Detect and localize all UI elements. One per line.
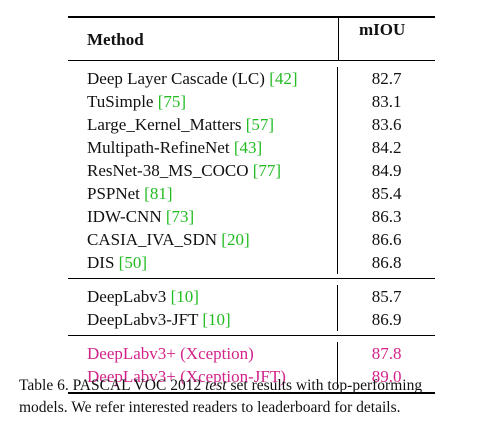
miou-cell: 85.7 <box>337 285 435 308</box>
method-cell: DIS [50] <box>68 251 337 274</box>
caption-emphasis: test <box>205 377 227 394</box>
table-row: ResNet-38_MS_COCO [77] 84.9 <box>68 159 435 182</box>
miou-cell: 86.3 <box>337 205 435 228</box>
method-column-header: Method <box>87 29 144 49</box>
citation-ref[interactable]: [81] <box>144 184 173 203</box>
miou-cell: 82.7 <box>337 67 435 90</box>
group-divider <box>68 278 435 279</box>
miou-cell: 85.4 <box>337 182 435 205</box>
group-divider <box>68 335 435 336</box>
method-name: DeepLabv3-JFT <box>87 310 203 329</box>
method-name: IDW-CNN <box>87 207 166 226</box>
method-name: ResNet-38_MS_COCO <box>87 161 253 180</box>
table-row: Multipath-RefineNet [43] 84.2 <box>68 136 435 159</box>
citation-ref[interactable]: [10] <box>170 287 199 306</box>
bottom-rule <box>68 392 435 394</box>
method-cell: DeepLabv3+ (Xception-JFT) <box>68 365 337 388</box>
method-name: Multipath-RefineNet <box>87 138 234 157</box>
table-body: Deep Layer Cascade (LC) [42] 82.7 TuSimple… <box>68 61 435 392</box>
method-cell: ResNet-38_MS_COCO [77] <box>68 159 337 182</box>
miou-column-header: mIOU <box>338 18 435 60</box>
method-cell: Multipath-RefineNet [43] <box>68 136 337 159</box>
citation-ref[interactable]: [73] <box>165 207 195 226</box>
table-group: DeepLabv3 [10] 85.7 DeepLabv3-JFT [10] 86.9 <box>68 279 435 335</box>
method-cell: Large_Kernel_Matters [57] <box>68 113 337 136</box>
miou-cell: 84.2 <box>337 136 435 159</box>
citation-ref[interactable]: [57] <box>245 115 275 134</box>
table-row: DIS [50] 86.8 <box>68 251 435 274</box>
citation-ref[interactable]: [75] <box>157 92 187 111</box>
table-group: Deep Layer Cascade (LC) [42] 82.7 TuSimple… <box>68 61 435 278</box>
miou-cell: 86.9 <box>337 308 435 331</box>
citation-ref[interactable]: [10] <box>202 310 231 329</box>
miou-cell: 89.0 <box>337 365 435 388</box>
miou-cell: 84.9 <box>337 159 435 182</box>
table-group: DeepLabv3+ (Xception) 87.8 DeepLabv3+ (Xce… <box>68 336 435 392</box>
method-name: DeepLabv3 <box>87 287 171 306</box>
table-row: DeepLabv3 [10] 85.7 <box>68 285 435 308</box>
method-name: Large_Kernel_Matters <box>87 115 246 134</box>
method-name: DeepLabv3+ (Xception) <box>87 344 254 363</box>
citation-ref[interactable]: [77] <box>252 161 282 180</box>
caption-suffix: set results with top-performing models. … <box>19 377 423 416</box>
table-row: Large_Kernel_Matters [57] 83.6 <box>68 113 435 136</box>
citation-ref[interactable]: [50] <box>118 253 147 272</box>
table-row: DeepLabv3-JFT [10] 86.9 <box>68 308 435 331</box>
method-cell: PSPNet [81] <box>68 182 337 205</box>
method-name: DIS <box>87 253 119 272</box>
citation-ref[interactable]: [42] <box>269 69 298 88</box>
miou-cell: 86.8 <box>337 251 435 274</box>
caption-prefix: Table 6. PASCAL VOC 2012 <box>19 377 206 394</box>
method-cell: DeepLabv3 [10] <box>68 285 337 308</box>
top-rule <box>68 16 435 18</box>
method-name: PSPNet <box>87 184 145 203</box>
miou-cell: 86.6 <box>337 228 435 251</box>
miou-cell: 83.6 <box>337 113 435 136</box>
table-caption: Table 6. PASCAL VOC 2012 test set result… <box>19 375 469 419</box>
table-row: PSPNet [81] 85.4 <box>68 182 435 205</box>
table-row: DeepLabv3+ (Xception-JFT) 89.0 <box>68 365 435 388</box>
method-name: CASIA_IVA_SDN <box>87 230 222 249</box>
method-cell: Deep Layer Cascade (LC) [42] <box>68 67 337 90</box>
method-cell: DeepLabv3-JFT [10] <box>68 308 337 331</box>
miou-cell: 83.1 <box>337 90 435 113</box>
table-row: TuSimple [75] 83.1 <box>68 90 435 113</box>
table-row: Deep Layer Cascade (LC) [42] 82.7 <box>68 67 435 90</box>
method-cell: IDW-CNN [73] <box>68 205 337 228</box>
method-cell: CASIA_IVA_SDN [20] <box>68 228 337 251</box>
results-table: Method mIOU Deep Layer Cascade (LC) [42]… <box>68 16 435 394</box>
method-cell: DeepLabv3+ (Xception) <box>68 342 337 365</box>
table-row: CASIA_IVA_SDN [20] 86.6 <box>68 228 435 251</box>
table-row: DeepLabv3+ (Xception) 87.8 <box>68 342 435 365</box>
table-header: Method mIOU <box>68 18 435 60</box>
miou-cell: 87.8 <box>337 342 435 365</box>
citation-ref[interactable]: [20] <box>221 230 250 249</box>
table-row: IDW-CNN [73] 86.3 <box>68 205 435 228</box>
method-name: DeepLabv3+ (Xception-JFT) <box>87 367 286 386</box>
method-name: Deep Layer Cascade (LC) <box>87 69 270 88</box>
method-cell: TuSimple [75] <box>68 90 337 113</box>
citation-ref[interactable]: [43] <box>233 138 263 157</box>
method-name: TuSimple <box>87 92 158 111</box>
header-rule <box>68 60 435 61</box>
